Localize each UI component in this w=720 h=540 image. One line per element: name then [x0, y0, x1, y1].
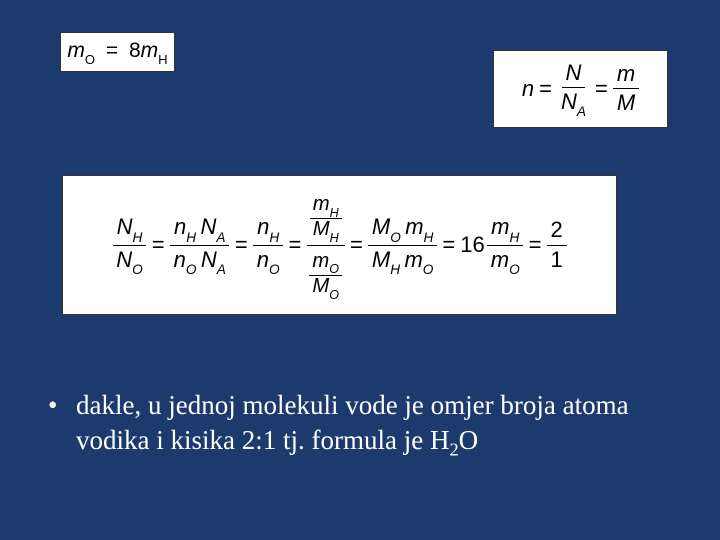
bullet-dot: • — [48, 388, 57, 423]
equation-box-mass-relation: mO = 8mH — [60, 32, 175, 72]
equation-box-ratio-derivation: NH NO = nH NA nO NA = nH nO = mH MH mO M — [62, 175, 617, 315]
conclusion-text: dakle, u jednoj molekuli vode je omjer b… — [48, 388, 648, 461]
conclusion-bullet: • dakle, u jednoj molekuli vode je omjer… — [48, 388, 648, 461]
eq1-content: mO = 8mH — [67, 39, 167, 65]
eq3-content: NH NO = nH NA nO NA = nH nO = mH MH mO M — [112, 189, 567, 301]
equation-box-amount-of-substance: n = N NA = m M — [493, 50, 668, 128]
eq2-content: n = N NA = m M — [522, 59, 639, 120]
